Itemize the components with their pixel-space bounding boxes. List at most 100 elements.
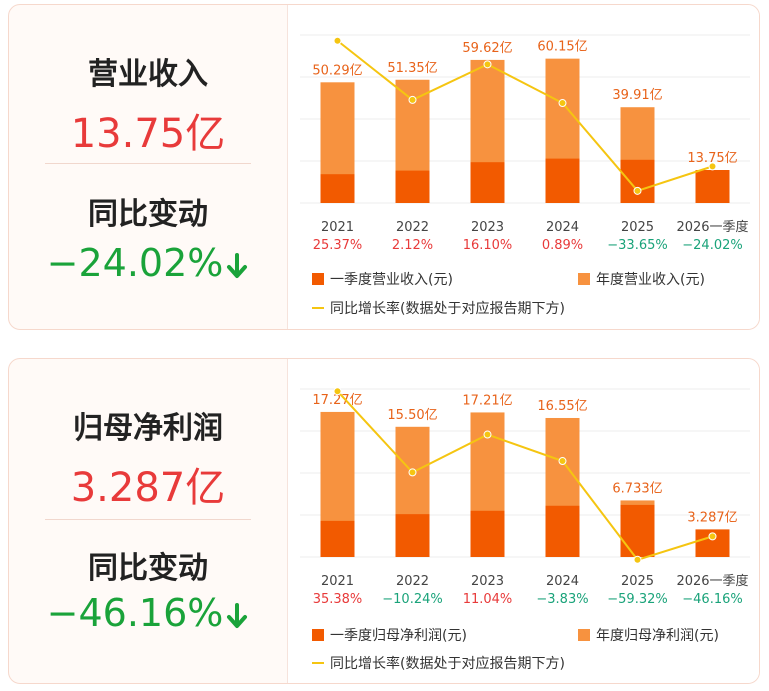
legend-label: 年度营业收入(元)	[596, 272, 705, 288]
bar-value-label: 17.21亿	[462, 393, 512, 408]
yoy-label: −46.16%	[682, 592, 742, 607]
x-tick-label: 2023	[471, 574, 504, 589]
x-tick-label: 2024	[546, 220, 579, 235]
yoy-point	[408, 95, 417, 104]
yoy-line	[336, 390, 713, 561]
bar-q1	[695, 170, 730, 203]
bar-value-label: 6.733亿	[612, 481, 662, 496]
bar-q1	[620, 504, 655, 557]
yoy-point	[483, 60, 492, 69]
yoy-label: 35.38%	[313, 592, 363, 607]
x-tick-label: 2025	[621, 574, 654, 589]
revenue-card: 营业收入 13.75亿 同比变动 −24.02% 50.29亿 2021 25.37…	[8, 4, 760, 330]
legend-item-annual: 年度归母净利润(元)	[578, 625, 719, 645]
yoy-label: −3.83%	[536, 592, 588, 607]
legend-item-yoy: 同比增长率(数据处于对应报告期下方)	[312, 298, 565, 318]
legend-swatch	[312, 629, 324, 641]
bar-value-label: 59.62亿	[462, 41, 512, 56]
down-arrow-icon	[227, 602, 248, 628]
yoy-point	[633, 555, 642, 564]
down-arrow-icon	[227, 252, 248, 278]
change-label: 同比变动	[88, 197, 208, 232]
bar-value-label: 39.91亿	[612, 88, 662, 103]
bar-value-label: 16.55亿	[537, 399, 587, 414]
x-tick-label: 2023	[471, 220, 504, 235]
x-tick-label: 2021	[321, 220, 354, 235]
yoy-point	[558, 457, 567, 466]
yoy-point	[633, 186, 642, 195]
bar-q1	[395, 170, 430, 203]
bar-q1	[470, 162, 505, 203]
change-row: −24.02%	[9, 241, 287, 285]
revenue-chart: 50.29亿 2021 25.37% 51.35亿 2022 2.12% 59.62亿 202…	[300, 34, 750, 253]
legend-swatch	[312, 273, 324, 285]
legend-line	[312, 307, 324, 309]
change-row: −46.16%	[9, 591, 287, 635]
yoy-label: −33.65%	[607, 238, 667, 253]
net-profit-summary: 归母净利润 3.287亿 同比变动 −46.16%	[9, 359, 287, 683]
yoy-label: 16.10%	[463, 238, 513, 253]
net-profit-chart: 17.27亿202135.38%15.50亿2022−10.24%17.21亿2…	[300, 387, 750, 607]
bar-q1	[470, 510, 505, 557]
revenue-summary: 营业收入 13.75亿 同比变动 −24.02%	[9, 5, 287, 329]
yoy-point	[708, 162, 717, 171]
yoy-point	[333, 387, 342, 396]
legend-line	[312, 662, 324, 664]
yoy-label: 11.04%	[463, 592, 513, 607]
yoy-point	[408, 468, 417, 477]
divider	[45, 163, 251, 164]
legend-label: 一季度营业收入(元)	[330, 272, 453, 288]
bar-value-label: 15.50亿	[387, 408, 437, 423]
x-tick-label: 2026一季度	[676, 219, 748, 235]
x-tick-label: 2022	[396, 220, 429, 235]
x-tick-label: 2025	[621, 220, 654, 235]
metric-title: 营业收入	[88, 57, 208, 92]
yoy-point	[708, 532, 717, 541]
legend-item-yoy: 同比增长率(数据处于对应报告期下方)	[312, 653, 565, 673]
revenue-chart-panel: 50.29亿 2021 25.37% 51.35亿 2022 2.12% 59.62亿 202…	[287, 5, 759, 329]
legend-label: 一季度归母净利润(元)	[330, 628, 467, 644]
divider	[45, 519, 251, 520]
yoy-point	[558, 99, 567, 108]
yoy-label: −10.24%	[382, 592, 442, 607]
yoy-label: −59.32%	[607, 592, 667, 607]
bar-q1	[320, 174, 355, 203]
bar-value-label: 60.15亿	[537, 40, 587, 55]
legend-item-annual: 年度营业收入(元)	[578, 269, 705, 289]
legend-item-q1: 一季度营业收入(元)	[312, 269, 453, 289]
metric-value: 13.75亿	[70, 111, 226, 157]
change-value: −46.16%	[46, 591, 224, 635]
bar-value-label: 3.287亿	[687, 510, 737, 525]
bar-q1	[545, 158, 580, 203]
yoy-line	[336, 39, 713, 193]
x-tick-label: 2026一季度	[676, 573, 748, 589]
bar-value-label: 50.29亿	[312, 63, 362, 78]
bar-q1	[620, 159, 655, 203]
x-tick-label: 2021	[321, 574, 354, 589]
legend-label: 同比增长率(数据处于对应报告期下方)	[330, 301, 565, 317]
yoy-label: 2.12%	[392, 238, 433, 253]
yoy-label: −24.02%	[682, 238, 742, 253]
bar-value-label: 13.75亿	[687, 151, 737, 166]
legend-label: 同比增长率(数据处于对应报告期下方)	[330, 656, 565, 672]
x-tick-label: 2022	[396, 574, 429, 589]
bar-q1	[395, 514, 430, 557]
change-value: −24.02%	[46, 241, 224, 285]
metric-value: 3.287亿	[70, 465, 226, 511]
legend-item-q1: 一季度归母净利润(元)	[312, 625, 467, 645]
bar-q1	[545, 505, 580, 557]
yoy-point	[333, 36, 342, 45]
legend-swatch	[578, 629, 590, 641]
bar-q1	[320, 520, 355, 557]
bar-value-label: 51.35亿	[387, 61, 437, 76]
yoy-label: 25.37%	[313, 238, 363, 253]
yoy-point	[483, 430, 492, 439]
net-profit-chart-panel: 17.27亿 2021 35.38% 15.50亿 2022 −10.24% 17.21亿 2…	[287, 359, 759, 683]
yoy-label: 0.89%	[542, 238, 583, 253]
net-profit-card: 归母净利润 3.287亿 同比变动 −46.16% 17.27亿 2021 35.3…	[8, 358, 760, 684]
legend-swatch	[578, 273, 590, 285]
metric-title: 归母净利润	[73, 411, 223, 446]
change-label: 同比变动	[88, 551, 208, 586]
legend-label: 年度归母净利润(元)	[596, 628, 719, 644]
x-tick-label: 2024	[546, 574, 579, 589]
